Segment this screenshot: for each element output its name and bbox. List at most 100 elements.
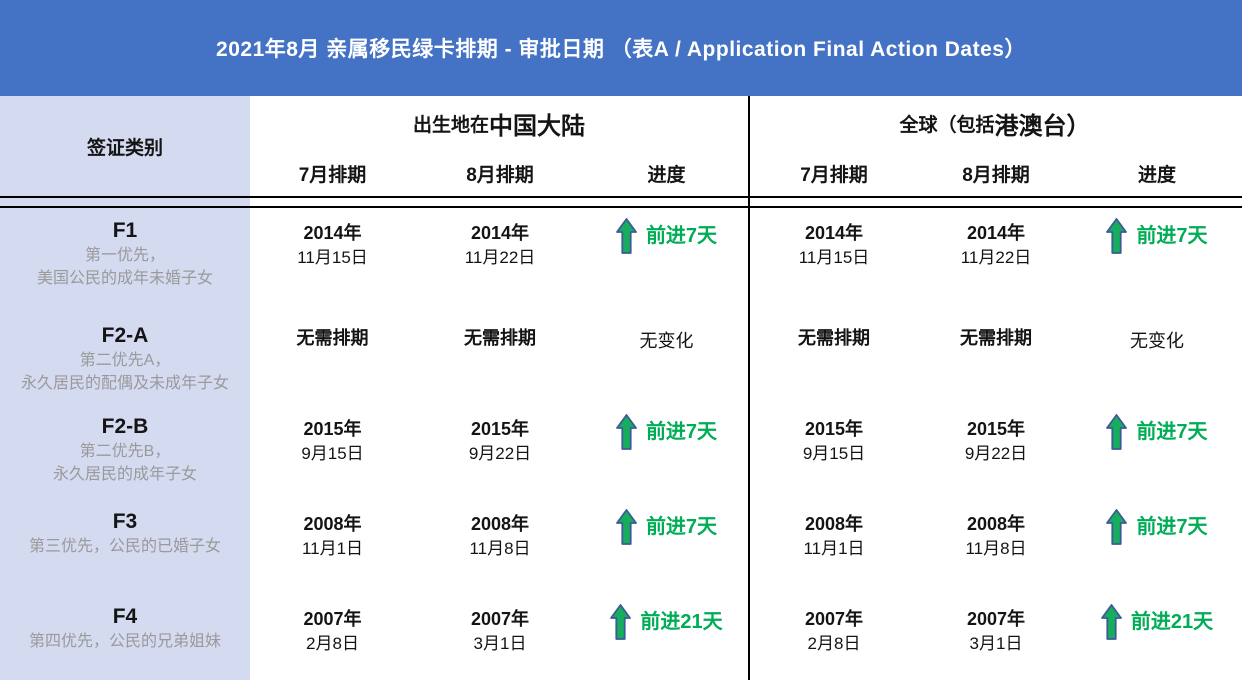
column-header-china-july: 7月排期 — [298, 164, 367, 186]
date-year: 2007年 — [804, 609, 864, 629]
date-cell-f4-worldwide-july: 2007年 2月8日 — [748, 590, 920, 680]
group-divider-line — [748, 96, 750, 680]
visa-description-line: 第三优先，公民的已婚子女 — [28, 538, 221, 555]
date-year: 2015年 — [804, 419, 864, 439]
column-header-visa-category: 签证类别 — [86, 137, 163, 159]
visa-code: F3 — [112, 510, 138, 533]
up-arrow-icon — [1106, 509, 1127, 545]
progress-cell-f4-china: 前进21天 — [585, 590, 748, 680]
date-cell-f2a-china-august: 无需排期 — [415, 309, 585, 400]
date-day: 2月8日 — [306, 634, 359, 653]
visa-code: F4 — [112, 605, 138, 628]
date-cell-f3-china-july: 2008年 11月1日 — [250, 495, 415, 590]
up-arrow-icon — [616, 218, 637, 254]
up-arrow-icon — [1106, 414, 1127, 450]
date-cell-f1-worldwide-august: 2014年 11月22日 — [920, 204, 1072, 309]
progress-label: 前进21天 — [1130, 611, 1214, 633]
visa-description-line: 第二优先A， — [79, 352, 171, 369]
visa-description-line: 第四优先，公民的兄弟姐妹 — [28, 633, 221, 650]
visa-description: 第一优先， 美国公民的成年未婚子女 — [0, 244, 250, 290]
date-day: 11月8日 — [469, 539, 531, 558]
date-day: 9月15日 — [802, 444, 866, 463]
visa-bulletin-table: 签证类别 出生地在 中国大陆 全球（包括 港澳台） 7月排期 8月排期 进度 7月排… — [0, 96, 1242, 680]
progress-label: 前进21天 — [640, 611, 723, 633]
date-cell-f3-worldwide-august: 2008年 11月8日 — [920, 495, 1072, 590]
visa-description: 第二优先A， 永久居民的配偶及未成年子女 — [0, 349, 250, 395]
date-year: 2007年 — [303, 609, 362, 629]
column-header-worldwide-progress: 进度 — [1137, 164, 1176, 186]
date-year: 2008年 — [804, 514, 864, 534]
date-cell-f2b-worldwide-august: 2015年 9月22日 — [920, 400, 1072, 495]
date-year: 2007年 — [966, 609, 1026, 629]
date-day: 11月1日 — [301, 539, 364, 558]
progress-cell-f1-china: 前进7天 — [585, 204, 748, 309]
date-day: 11月22日 — [464, 248, 536, 267]
date-year: 2014年 — [470, 223, 530, 243]
visa-category-f2b: F2-B 第二优先B， 永久居民的成年子女 — [0, 400, 250, 495]
column-header-worldwide-july: 7月排期 — [800, 164, 868, 186]
date-year: 2015年 — [470, 419, 530, 439]
column-header-china-august: 8月排期 — [466, 164, 534, 186]
progress-cell-f1-worldwide: 前进7天 — [1072, 204, 1242, 309]
group-header-china: 出生地在 中国大陆 — [250, 96, 748, 150]
group-header-worldwide: 全球（包括 港澳台） — [748, 96, 1242, 150]
progress-label: 前进7天 — [645, 421, 718, 443]
date-year: 2015年 — [303, 419, 362, 439]
up-arrow-icon — [616, 509, 637, 545]
visa-category-column-background — [0, 96, 250, 680]
up-arrow-icon — [610, 604, 631, 640]
visa-description-line: 永久居民的成年子女 — [52, 466, 197, 483]
date-cell-f1-china-july: 2014年 11月15日 — [250, 204, 415, 309]
column-header-china-progress: 进度 — [647, 164, 686, 186]
date-day: 11月8日 — [965, 539, 1027, 558]
date-year: 2014年 — [966, 223, 1026, 243]
visa-code: F1 — [112, 219, 138, 242]
progress-label: 前进7天 — [645, 516, 718, 538]
column-header-worldwide-august: 8月排期 — [962, 164, 1030, 186]
date-cell-f4-china-july: 2007年 2月8日 — [250, 590, 415, 680]
progress-cell-f3-worldwide: 前进7天 — [1072, 495, 1242, 590]
date-cell-f2b-worldwide-july: 2015年 9月15日 — [748, 400, 920, 495]
date-cell-f4-worldwide-august: 2007年 3月1日 — [920, 590, 1072, 680]
progress-cell-f2b-china: 前进7天 — [585, 400, 748, 495]
date-day: 9月22日 — [468, 444, 532, 463]
date-cell-f2a-china-july: 无需排期 — [250, 309, 415, 400]
date-cell-f2b-china-august: 2015年 9月22日 — [415, 400, 585, 495]
date-year: 2014年 — [303, 223, 362, 243]
date-day: 11月15日 — [798, 248, 870, 267]
progress-cell-f3-china: 前进7天 — [585, 495, 748, 590]
date-day: 9月22日 — [964, 444, 1028, 463]
date-day: 9月15日 — [301, 444, 364, 463]
up-arrow-icon — [1101, 604, 1122, 640]
date-year: 2008年 — [303, 514, 362, 534]
date-year: 2015年 — [966, 419, 1026, 439]
progress-cell-f2b-worldwide: 前进7天 — [1072, 400, 1242, 495]
no-date-needed-label: 无需排期 — [296, 328, 369, 348]
visa-description: 第二优先B， 永久居民的成年子女 — [0, 440, 250, 486]
progress-cell-f2a-worldwide: 无变化 — [1072, 309, 1242, 400]
date-day: 3月1日 — [969, 634, 1023, 653]
visa-category-f1: F1 第一优先， 美国公民的成年未婚子女 — [0, 204, 250, 309]
date-cell-f2a-worldwide-august: 无需排期 — [920, 309, 1072, 400]
visa-code: F2-A — [101, 324, 149, 347]
progress-label: 无变化 — [1130, 331, 1184, 351]
date-year: 2014年 — [804, 223, 864, 243]
visa-description-line: 永久居民的配偶及未成年子女 — [20, 375, 229, 392]
visa-code: F2-B — [101, 415, 149, 438]
up-arrow-icon — [616, 414, 637, 450]
progress-label: 无变化 — [639, 331, 694, 351]
up-arrow-icon — [1106, 218, 1127, 254]
date-year: 2008年 — [470, 514, 530, 534]
group-header-china-prefix: 出生地在 — [412, 114, 489, 136]
visa-description: 第四优先，公民的兄弟姐妹 — [0, 630, 250, 653]
date-cell-f2b-china-july: 2015年 9月15日 — [250, 400, 415, 495]
visa-description-line: 美国公民的成年未婚子女 — [36, 270, 213, 287]
progress-label: 前进7天 — [645, 225, 718, 247]
visa-category-f3: F3 第三优先，公民的已婚子女 — [0, 495, 250, 590]
progress-label: 前进7天 — [1136, 516, 1208, 538]
date-cell-f3-china-august: 2008年 11月8日 — [415, 495, 585, 590]
date-day: 11月15日 — [297, 248, 368, 267]
progress-label: 前进7天 — [1136, 225, 1208, 247]
visa-description-line: 第一优先， — [84, 247, 165, 264]
date-day: 11月1日 — [803, 539, 865, 558]
